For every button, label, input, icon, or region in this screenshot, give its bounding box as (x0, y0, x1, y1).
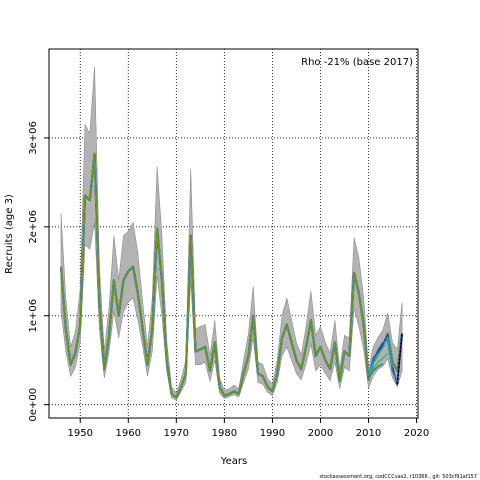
x-tick-label: 1980 (212, 428, 237, 439)
y-axis-title: Recruits (age 3) (4, 194, 15, 274)
axes: 1950 1960 1970 1980 1990 2000 2010 2020 0e+00 1e+… (28, 121, 429, 439)
y-tick-label: 3e+06 (28, 121, 39, 155)
x-axis-title: Years (220, 456, 247, 467)
footer-credit: stockassessment.org, codCCCvas2, r10366 … (319, 474, 477, 480)
x-tick-label: 2010 (356, 428, 381, 439)
peel-line-3 (367, 336, 394, 377)
series-line-base (60, 153, 403, 399)
peel-line-2 (367, 339, 398, 382)
annotation-label: Rho -21% (base 2017) (301, 57, 413, 68)
confidence-band (60, 66, 403, 401)
x-tick-label: 1970 (164, 428, 189, 439)
x-tick-label: 1950 (68, 428, 93, 439)
x-tick-label: 2000 (308, 428, 333, 439)
plot-frame (48, 48, 419, 419)
x-tick-label: 2020 (404, 428, 429, 439)
y-tick-label: 1e+06 (28, 299, 39, 333)
series-lines (59, 152, 404, 399)
x-tick-label: 1990 (260, 428, 285, 439)
peel-line-5 (367, 363, 384, 379)
confidence-band-area (60, 66, 403, 401)
terminal-dashed-segment (396, 333, 403, 385)
y-tick-label: 2e+06 (28, 210, 39, 244)
x-tick-label: 1960 (116, 428, 141, 439)
y-tick-label: 0e+00 (28, 388, 39, 422)
